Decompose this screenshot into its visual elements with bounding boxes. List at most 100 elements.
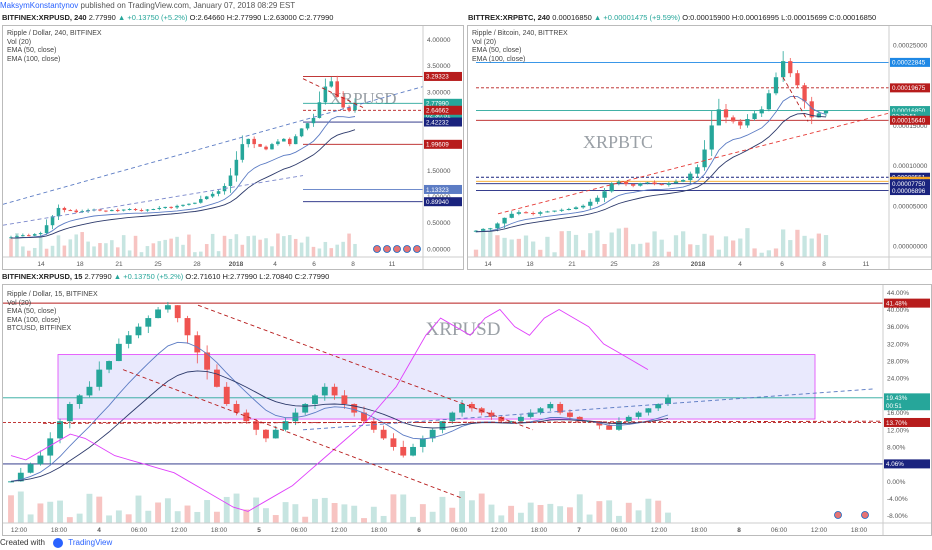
volume-bar — [645, 242, 650, 257]
symbol[interactable]: BITFINEX:XRPUSD, 240 — [2, 13, 87, 22]
candle-body — [21, 235, 25, 237]
volume-bar — [573, 234, 579, 257]
x-tick-label: 21 — [115, 261, 123, 268]
candle-body — [216, 191, 221, 194]
volume-bar — [557, 506, 564, 523]
candle-body — [816, 113, 821, 118]
volume-bar — [606, 500, 613, 523]
tradingview-link[interactable]: TradingView — [68, 538, 113, 547]
candle-body — [602, 191, 607, 198]
xrpusd15-symbol-line: BITFINEX:XRPUSD, 15 2.77990 ▲ +0.13750 (… — [2, 272, 329, 282]
x-tick-label: 18:00 — [211, 527, 228, 534]
candle-body — [213, 369, 220, 387]
volume-bar — [92, 246, 96, 257]
volume-bar — [8, 495, 14, 523]
event-flag-icon — [834, 511, 842, 519]
candle-body — [246, 138, 251, 145]
volume-bar — [80, 232, 84, 257]
volume-bar — [174, 511, 181, 523]
candle-body — [745, 119, 750, 126]
candle-body — [98, 209, 102, 211]
xrpusd240-chart[interactable]: XRPUSD4.000003.500003.000002.500002.0000… — [2, 25, 464, 270]
publisher-link[interactable]: MaksymKonstantynov — [0, 1, 79, 10]
x-tick-label: 12:00 — [171, 527, 188, 534]
volume-bar — [311, 246, 316, 257]
volume-bar — [709, 235, 714, 257]
price-tag-label: 2.77990 — [426, 101, 449, 108]
candle-body — [766, 93, 771, 110]
candle-body — [96, 369, 103, 387]
event-flag-icon — [393, 245, 401, 253]
candle-body — [547, 404, 554, 409]
candle-body — [145, 318, 152, 327]
volume-bar — [17, 491, 24, 523]
volume-bar — [329, 248, 334, 257]
candle-body — [410, 446, 416, 456]
volume-bar — [246, 236, 251, 257]
candle-body — [139, 210, 144, 212]
x-tick-label: 06:00 — [131, 527, 148, 534]
volume-bar — [488, 231, 493, 257]
watermark-text: XRPUSD — [329, 89, 396, 108]
volume-bar — [586, 514, 593, 523]
candle-body — [125, 335, 132, 344]
x-tick-label: 4 — [97, 527, 101, 534]
candle-body — [635, 412, 642, 417]
symbol[interactable]: BITTREX:XRPBTC, 240 — [468, 13, 551, 22]
x-tick-label: 18:00 — [371, 527, 388, 534]
y-tick-label: 0.00005000 — [893, 203, 928, 210]
volume-bar — [547, 503, 554, 523]
volume-bar — [602, 243, 607, 257]
event-flag-icon — [403, 245, 411, 253]
volume-bar — [781, 229, 786, 257]
price-tag-label: 2.42232 — [426, 119, 449, 126]
volume-bar — [823, 235, 829, 257]
ema-line — [10, 370, 669, 482]
volume-bar — [66, 517, 73, 523]
volume-bar — [302, 516, 309, 523]
volume-bar — [738, 238, 743, 257]
volume-bar — [127, 250, 132, 257]
candle-body — [341, 395, 348, 404]
candle-body — [329, 81, 334, 87]
candle-body — [282, 138, 286, 142]
x-tick-label: 06:00 — [611, 527, 628, 534]
price-tag — [424, 105, 462, 115]
candle-body — [292, 412, 299, 422]
candle-body — [341, 97, 345, 108]
candle-body — [264, 146, 268, 150]
xrpbtc240-chart[interactable]: XRPBTC0.000250000.000200000.000150000.00… — [467, 25, 932, 270]
candle-body — [488, 412, 495, 417]
x-tick-label: 12:00 — [811, 527, 828, 534]
volume-bar — [213, 511, 220, 523]
candle-body — [323, 86, 328, 103]
volume-bar — [625, 502, 632, 523]
candle-body — [559, 209, 564, 211]
candle-body — [557, 404, 564, 413]
volume-bar — [566, 230, 571, 257]
volume-bar — [581, 250, 586, 257]
price-tag-label: 3.29323 — [426, 74, 449, 81]
xrpusd15-chart[interactable]: XRPUSD 44.00% 40.00% 36.00% 32.00% 28.00% 24.0… — [2, 284, 932, 536]
tradingview-logo-icon — [53, 537, 64, 548]
price-tag-label: 0.00015640 — [892, 118, 926, 125]
x-tick-label: 6 — [312, 261, 316, 268]
ohlc: O:0.00015900 H:0.00016995 L:0.00015699 C… — [682, 13, 877, 22]
volume-bar — [282, 502, 289, 523]
volume-bar — [449, 507, 456, 523]
candle-body — [773, 77, 779, 94]
publish-text: published on TradingView.com, January 07… — [80, 1, 296, 10]
volume-bar — [68, 239, 73, 257]
y-tick-label: -4.00% — [887, 496, 908, 503]
price-tag — [890, 57, 930, 67]
candle-body — [531, 213, 536, 215]
volume-bar — [745, 228, 750, 257]
plot-background — [468, 26, 931, 269]
volume-bar — [37, 503, 44, 523]
price-tag — [884, 401, 930, 411]
symbol[interactable]: BITFINEX:XRPUSD, 15 — [2, 272, 83, 281]
volume-bar — [27, 250, 31, 257]
y-tick-label: 36.00% — [887, 324, 909, 331]
candle-body — [135, 326, 142, 336]
candle-body — [498, 416, 505, 422]
